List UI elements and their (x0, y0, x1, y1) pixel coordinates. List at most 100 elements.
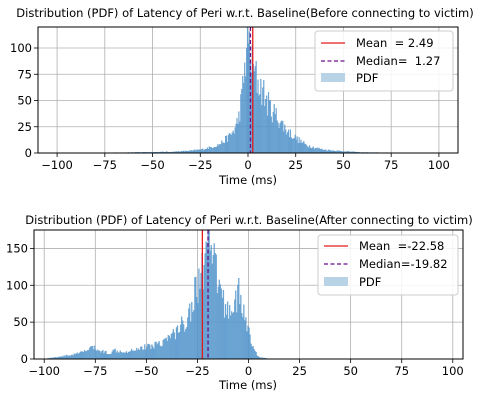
histogram-bar (241, 313, 243, 360)
histogram-bar (169, 338, 171, 360)
y-tick-label: 75 (17, 67, 32, 81)
histogram-bar (235, 290, 237, 360)
histogram-bar (73, 353, 75, 360)
histogram-bar (320, 149, 322, 154)
histogram-bar (122, 352, 124, 360)
histogram-bar (149, 344, 151, 360)
histogram-bar (256, 93, 258, 154)
histogram-bar (236, 312, 238, 360)
histogram-bar (106, 354, 108, 360)
histogram-bar (246, 331, 248, 360)
histogram-bar (84, 351, 87, 360)
histogram-bar (280, 121, 282, 154)
histogram-bar (297, 143, 299, 154)
histogram-bar (210, 245, 212, 360)
histogram-bar (197, 303, 199, 360)
histogram-bar (248, 327, 250, 360)
histogram-bar (115, 352, 117, 360)
chart-2-title: Distribution (PDF) of Latency of Peri w.… (25, 213, 472, 227)
histogram-bar (159, 345, 161, 360)
histogram-bar (257, 79, 259, 154)
histogram-bar (215, 254, 217, 360)
histogram-bar (243, 82, 245, 154)
histogram-bar (110, 353, 112, 360)
histogram-bar (253, 71, 255, 154)
histogram-bar (225, 314, 228, 360)
histogram-bar (121, 352, 123, 360)
histogram-bar (208, 146, 210, 154)
histogram-bar (232, 130, 234, 154)
histogram-bar (90, 346, 92, 360)
histogram-bar (268, 100, 271, 154)
histogram-bar (239, 304, 241, 360)
chart-1-stat-lines (249, 27, 254, 153)
histogram-bar (264, 106, 266, 154)
histogram-bar (306, 145, 308, 154)
histogram-bar (219, 284, 222, 360)
histogram-bar (78, 352, 81, 360)
histogram-bar (204, 253, 206, 360)
histogram-bar (182, 320, 184, 360)
x-tick-label: −50 (140, 158, 164, 172)
histogram-bar (102, 350, 104, 360)
histogram-bar (285, 129, 287, 154)
x-tick-label: −25 (188, 158, 212, 172)
histogram-bar (289, 129, 292, 154)
x-tick-label: 25 (292, 364, 307, 378)
histogram-bar (141, 346, 143, 360)
chart-2-legend-pdf-swatch (324, 277, 348, 286)
histogram-bar (229, 133, 231, 154)
histogram-bar (242, 317, 244, 360)
histogram-bar (286, 134, 288, 154)
histogram-bar (287, 129, 290, 154)
histogram-bar (142, 349, 144, 360)
histogram-bar (177, 332, 180, 360)
histogram-bar (154, 342, 156, 360)
histogram-bar (214, 147, 216, 154)
histogram-bar (282, 121, 284, 154)
histogram-bar (94, 345, 96, 360)
y-tick-label: 0 (21, 352, 28, 366)
histogram-bar (226, 301, 229, 360)
histogram-bar (99, 350, 101, 360)
histogram-bar (238, 111, 240, 154)
histogram-bar (230, 134, 232, 154)
histogram-bar (201, 149, 203, 154)
x-tick-label: 100 (442, 364, 464, 378)
histogram-bar (185, 328, 187, 360)
histogram-bar (85, 351, 88, 360)
histogram-bar (95, 349, 97, 360)
histogram-bar (120, 352, 122, 360)
histogram-bar (211, 148, 213, 154)
histogram-bar (88, 349, 90, 360)
histogram-bar (219, 144, 221, 154)
histogram-bar (279, 123, 281, 154)
x-tick-label: 0 (245, 364, 252, 378)
x-tick-label: −100 (41, 158, 73, 172)
histogram-bar (276, 120, 278, 154)
histogram-bar (239, 121, 241, 154)
histogram-bar (204, 149, 207, 154)
histogram-bar (207, 229, 209, 360)
histogram-bar (134, 350, 136, 360)
histogram-bar (170, 334, 172, 360)
histogram-bar (214, 253, 216, 360)
histogram-bar (311, 147, 314, 154)
histogram-bar (203, 265, 205, 360)
chart-1-legend-median-label: Median= 1.27 (356, 54, 440, 68)
histogram-bar (265, 99, 267, 154)
histogram-bar (245, 76, 247, 154)
histogram-bar (296, 136, 298, 154)
histogram-bar (174, 339, 177, 360)
histogram-bar (266, 95, 268, 154)
histogram-bar (270, 116, 272, 154)
histogram-bar (212, 255, 214, 360)
histogram-bar (209, 147, 211, 154)
histogram-bar (247, 43, 250, 154)
histogram-bar (132, 350, 135, 360)
histogram-bar (319, 149, 321, 154)
histogram-bar (307, 146, 309, 154)
chart-2-legend-pdf-label: PDF (359, 275, 381, 289)
chart-2-legend-mean-label: Mean =-22.58 (359, 239, 444, 253)
histogram-bar (292, 138, 294, 154)
